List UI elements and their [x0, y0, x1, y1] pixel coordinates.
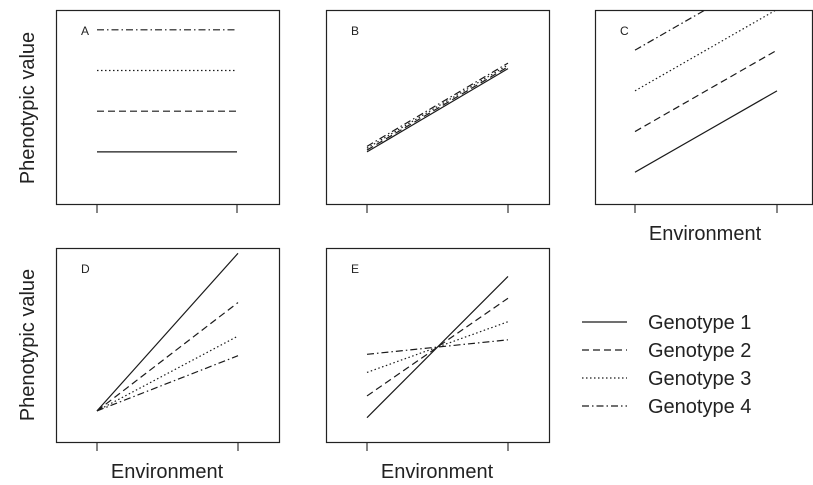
panel-c-frame: [594, 9, 813, 206]
panel-d-frame: [55, 247, 281, 444]
panel-b-line-genotype-1: [366, 68, 509, 153]
panel-c: C: [594, 9, 813, 213]
panel-a-label: A: [81, 24, 89, 38]
x-axis-label-d: Environment: [111, 461, 224, 483]
panel-e-line-genotype-3: [366, 321, 509, 373]
panel-a-series: [97, 29, 237, 153]
panel-c-line-genotype-4: [634, 10, 707, 51]
panel-b-line-genotype-2: [366, 66, 509, 151]
panel-c-line-genotype-3: [634, 10, 778, 92]
panel-d-line-genotype-1: [96, 252, 239, 412]
panel-b-frame: [325, 9, 551, 206]
panel-d-line-genotype-2: [96, 302, 239, 412]
panel-b-line-genotype-4: [366, 62, 509, 147]
legend: Genotype 1 Genotype 2 Genotype 3 Genotyp…: [582, 312, 751, 418]
x-axis-label-e: Environment: [381, 461, 494, 483]
x-axis-label-c: Environment: [649, 223, 762, 245]
panel-e-frame: [325, 247, 551, 444]
panel-c-series: [634, 10, 778, 173]
legend-label-genotype-3: Genotype 3: [648, 368, 751, 390]
y-axis-label-top: Phenotypic value: [17, 32, 39, 184]
panel-b: B: [325, 9, 551, 213]
panel-b-line-genotype-3: [366, 64, 509, 149]
panel-c-line-genotype-1: [634, 90, 778, 173]
legend-label-genotype-2: Genotype 2: [648, 340, 751, 362]
panel-a: A: [55, 9, 281, 213]
panel-e-line-genotype-1: [366, 276, 509, 419]
panel-d-series: [96, 252, 239, 412]
panel-e-line-genotype-2: [366, 297, 509, 397]
panel-e: E: [325, 247, 551, 451]
panel-d-label: D: [81, 262, 90, 276]
panel-e-label: E: [351, 262, 359, 276]
panel-c-line-genotype-2: [634, 49, 778, 133]
y-axis-label-bottom: Phenotypic value: [17, 269, 39, 421]
panel-c-label: C: [620, 24, 629, 38]
panel-e-series: [366, 276, 509, 419]
panel-b-series: [366, 62, 509, 153]
panel-e-line-genotype-4: [366, 339, 509, 355]
legend-label-genotype-4: Genotype 4: [648, 396, 751, 418]
legend-label-genotype-1: Genotype 1: [648, 312, 751, 334]
panel-a-frame: [55, 9, 281, 206]
panel-b-label: B: [351, 24, 359, 38]
panel-d-line-genotype-3: [96, 335, 239, 412]
panel-d-line-genotype-4: [96, 355, 239, 412]
panels: A B C D E: [55, 9, 813, 451]
panel-d: D: [55, 247, 281, 451]
